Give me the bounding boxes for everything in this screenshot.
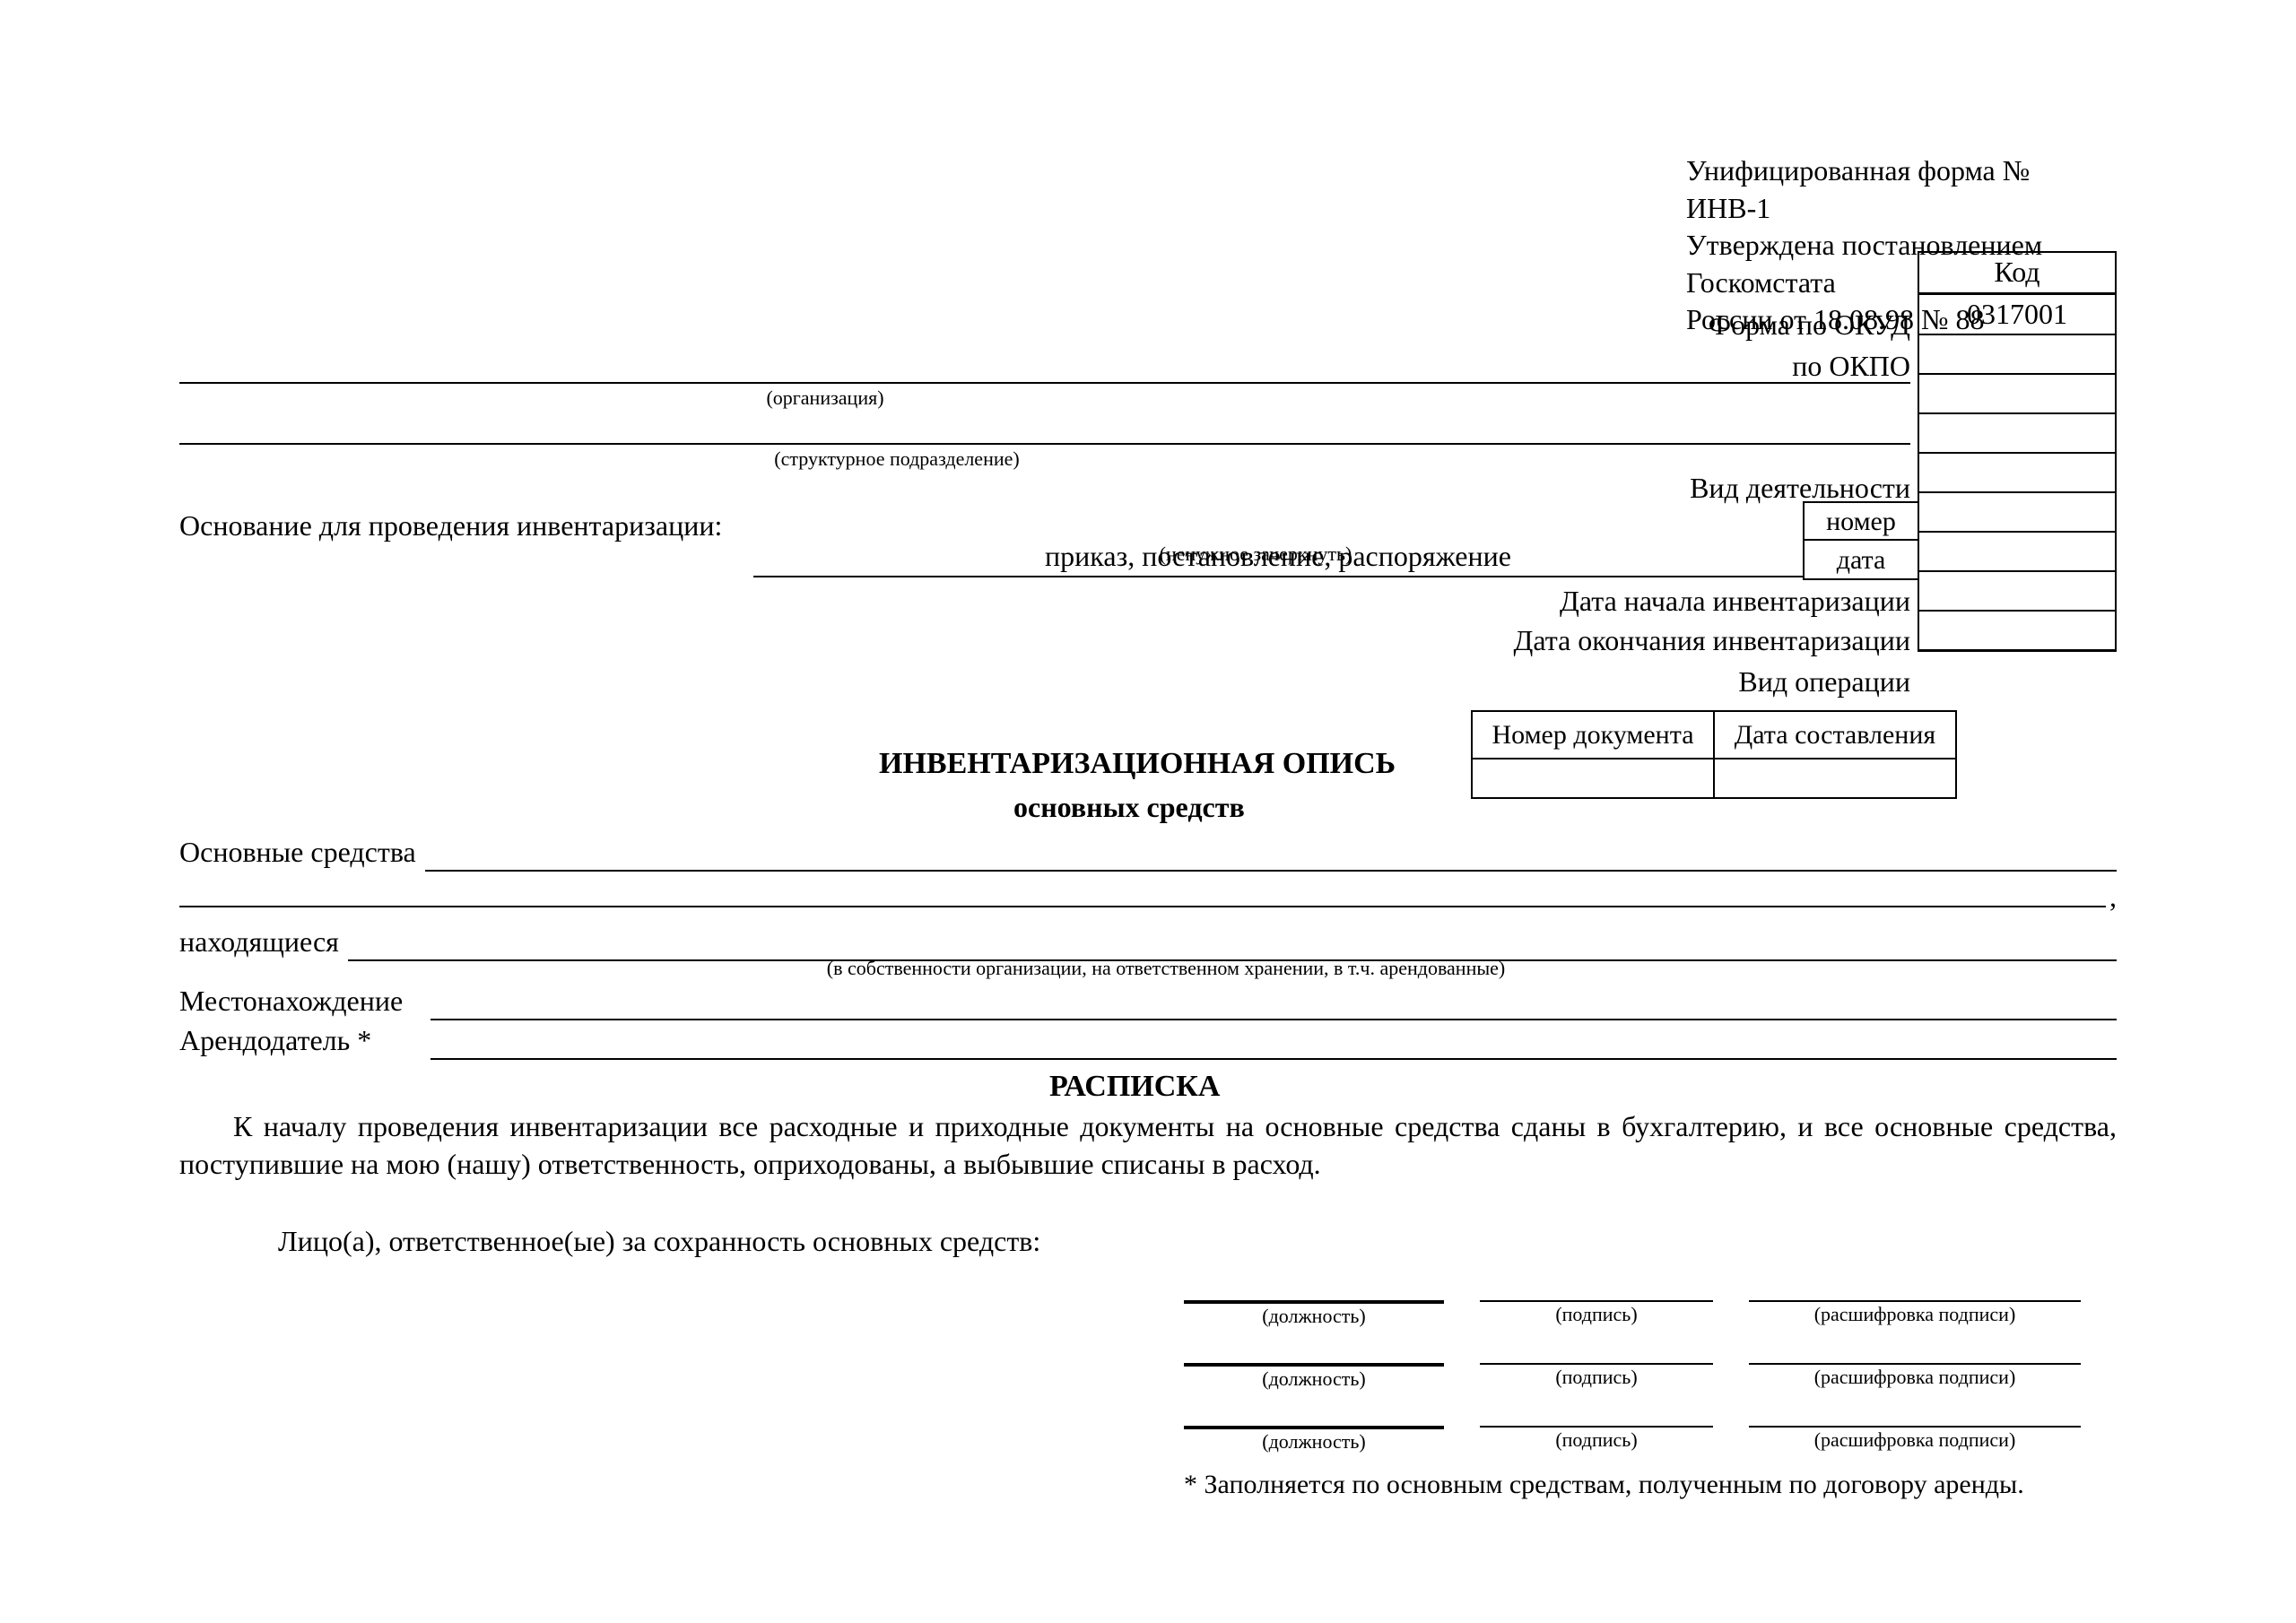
code-header-cell: Код xyxy=(1918,252,2116,293)
data-value[interactable] xyxy=(1918,492,2116,532)
end-date-label: Дата окончания инвентаризации xyxy=(1345,622,1910,660)
basis-label: Основание для проведения инвентаризации: xyxy=(179,508,722,545)
receipt-body: К началу проведения инвентаризации все р… xyxy=(179,1108,2117,1183)
sig3-name-input[interactable] xyxy=(1749,1399,2081,1428)
line-comma: , xyxy=(2109,879,2117,916)
ownership-caption: (в собственности организации, на ответст… xyxy=(718,956,1614,982)
nomer-label: номер xyxy=(1803,501,1919,541)
start-date-label: Дата начала инвентаризации xyxy=(1345,583,1910,621)
nomer-value[interactable] xyxy=(1918,453,2116,492)
header-line-1: Унифицированная форма № ИНВ-1 xyxy=(1686,152,2117,227)
main-title: ИНВЕНТАРИЗАЦИОННАЯ ОПИСЬ xyxy=(879,744,1396,784)
lessor-input[interactable] xyxy=(430,1031,2117,1060)
sig3-sign-cap: (подпись) xyxy=(1480,1428,1713,1455)
sig1-sign-input[interactable] xyxy=(1480,1273,1713,1302)
location-label: Местонахождение xyxy=(179,983,430,1020)
assets-line-2[interactable] xyxy=(179,906,2106,907)
doc-num-value[interactable] xyxy=(1472,759,1714,798)
location-field: Местонахождение xyxy=(179,983,2117,1020)
doc-date-label: Дата составления xyxy=(1714,711,1956,759)
location-input[interactable] xyxy=(430,992,2117,1020)
located-label: находящиеся xyxy=(179,924,348,961)
footnote: * Заполняется по основным средствам, пол… xyxy=(1184,1467,2024,1502)
sig2-pos-input[interactable] xyxy=(1184,1336,1444,1365)
end-date-value[interactable] xyxy=(1918,571,2116,611)
inventory-form-page: Унифицированная форма № ИНВ-1 Утверждена… xyxy=(0,0,2296,1623)
sig2-name-input[interactable] xyxy=(1749,1336,2081,1365)
activity-value[interactable] xyxy=(1918,413,2116,453)
org-caption: (организация) xyxy=(735,386,915,412)
lessor-field: Арендодатель * xyxy=(179,1022,2117,1060)
code-table: Код 0317001 xyxy=(1918,251,2117,652)
okud-value: 0317001 xyxy=(1918,293,2116,334)
assets-input[interactable] xyxy=(425,843,2117,872)
cross-caption: (ненужное зачеркнуть) xyxy=(1121,542,1390,568)
okpo-label: по ОКПО xyxy=(1525,348,1910,386)
assets-label: Основные средства xyxy=(179,834,425,872)
doc-table: Номер документа Дата составления xyxy=(1471,710,1957,799)
sig2-pos-cap: (должность) xyxy=(1184,1365,1444,1393)
operation-label: Вид операции xyxy=(1345,664,1910,701)
org-underline[interactable] xyxy=(179,382,1910,384)
sig3-pos-input[interactable] xyxy=(1184,1399,1444,1428)
start-date-value[interactable] xyxy=(1918,532,2116,571)
doc-date-value[interactable] xyxy=(1714,759,1956,798)
sub-title: основных средств xyxy=(1013,789,1245,827)
data-label: дата xyxy=(1803,541,1919,580)
okud-label: Форма по ОКУД xyxy=(1525,307,1910,344)
sig3-sign-input[interactable] xyxy=(1480,1399,1713,1428)
sig1-pos-input[interactable] xyxy=(1184,1273,1444,1302)
okpo-value[interactable] xyxy=(1918,334,2116,374)
assets-field: Основные средства xyxy=(179,834,2117,872)
sig3-name-cap: (расшифровка подписи) xyxy=(1749,1428,2081,1455)
sig2-sign-cap: (подпись) xyxy=(1480,1365,1713,1393)
unit-caption: (структурное подразделение) xyxy=(735,447,1058,473)
sig1-name-input[interactable] xyxy=(1749,1273,2081,1302)
code-empty-1[interactable] xyxy=(1918,374,2116,413)
sig2-sign-input[interactable] xyxy=(1480,1336,1713,1365)
sig3-pos-cap: (должность) xyxy=(1184,1428,1444,1455)
operation-value[interactable] xyxy=(1918,611,2116,650)
unit-underline[interactable] xyxy=(179,443,1910,445)
responsible-label: Лицо(а), ответственное(ые) за сохранност… xyxy=(278,1223,1040,1261)
sig1-name-cap: (расшифровка подписи) xyxy=(1749,1302,2081,1330)
lessor-label: Арендодатель * xyxy=(179,1022,430,1060)
doc-num-label: Номер документа xyxy=(1472,711,1714,759)
sig2-name-cap: (расшифровка подписи) xyxy=(1749,1365,2081,1393)
sig1-pos-cap: (должность) xyxy=(1184,1302,1444,1330)
receipt-title: РАСПИСКА xyxy=(1049,1067,1221,1107)
sig1-sign-cap: (подпись) xyxy=(1480,1302,1713,1330)
